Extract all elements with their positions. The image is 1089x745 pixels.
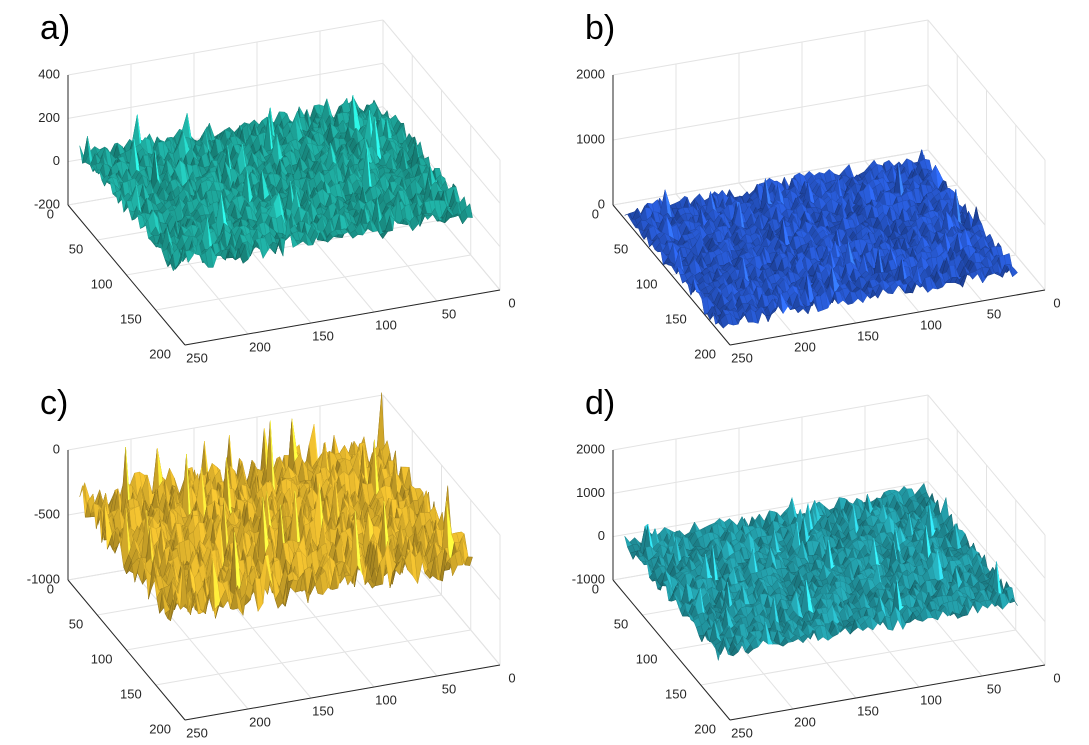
y-tick-label: 0	[47, 581, 54, 596]
grid-line	[155, 254, 471, 311]
surface	[79, 94, 473, 272]
grid-line	[382, 63, 501, 204]
y-tick-label: 200	[694, 346, 716, 361]
y-tick-label: 150	[120, 311, 142, 326]
x-tick-label: 200	[794, 339, 816, 354]
surface	[79, 392, 473, 622]
y-tick-label: 0	[592, 206, 599, 221]
z-tick-label: 2000	[576, 66, 605, 81]
z-tick-label: -1000	[27, 571, 60, 586]
y-tick-label: 100	[91, 651, 113, 666]
y-axis	[67, 204, 186, 346]
y-tick-label: 200	[149, 721, 171, 736]
grid-line	[155, 629, 471, 686]
panel-label: c)	[40, 384, 68, 422]
y-tick-label: 200	[149, 346, 171, 361]
grid-line	[612, 19, 929, 76]
x-tick-label: 0	[1053, 295, 1060, 310]
panel-label: a)	[40, 9, 70, 47]
x-tick-label: 50	[987, 306, 1001, 321]
x-tick-label: 0	[508, 670, 515, 685]
z-tick-label: 0	[53, 153, 60, 168]
z-tick-label: 1000	[576, 131, 605, 146]
grid-line	[67, 19, 384, 76]
x-tick-label: 150	[312, 328, 334, 343]
x-tick-label: 150	[857, 328, 879, 343]
grid-line	[382, 19, 501, 161]
y-tick-label: 150	[120, 686, 142, 701]
surface-cell	[1009, 263, 1018, 278]
z-tick-label: 0	[53, 441, 60, 456]
x-tick-label: 250	[186, 725, 208, 740]
y-tick-label: 150	[665, 311, 687, 326]
z-tick-label: 400	[38, 66, 60, 81]
panel-label: b)	[585, 9, 615, 47]
panel: c) -1000 -500 0 0 50 100 150 200 0 50 100 150 200 250	[27, 384, 516, 740]
x-axis	[184, 289, 501, 346]
y-tick-label: 50	[69, 616, 83, 631]
y-tick-label: 100	[91, 276, 113, 291]
x-tick-label: 250	[731, 350, 753, 365]
z-tick-label: -500	[34, 506, 60, 521]
x-tick-label: 100	[375, 692, 397, 707]
grid-line	[612, 84, 929, 141]
x-tick-label: 100	[920, 317, 942, 332]
x-tick-label: 50	[442, 306, 456, 321]
y-tick-label: 50	[614, 241, 628, 256]
y-tick-label: 0	[47, 206, 54, 221]
surface	[624, 148, 1018, 329]
x-tick-label: 50	[442, 681, 456, 696]
grid-line	[67, 62, 384, 119]
x-tick-label: 150	[312, 703, 334, 718]
y-tick-label: 50	[69, 241, 83, 256]
x-tick-label: 250	[186, 350, 208, 365]
y-tick-label: 100	[636, 276, 658, 291]
x-tick-label: 100	[375, 317, 397, 332]
z-tick-label: 200	[38, 110, 60, 125]
x-tick-label: 200	[249, 714, 271, 729]
x-tick-label: 0	[508, 295, 515, 310]
z-tick-label: -200	[34, 196, 60, 211]
x-tick-label: 200	[249, 339, 271, 354]
